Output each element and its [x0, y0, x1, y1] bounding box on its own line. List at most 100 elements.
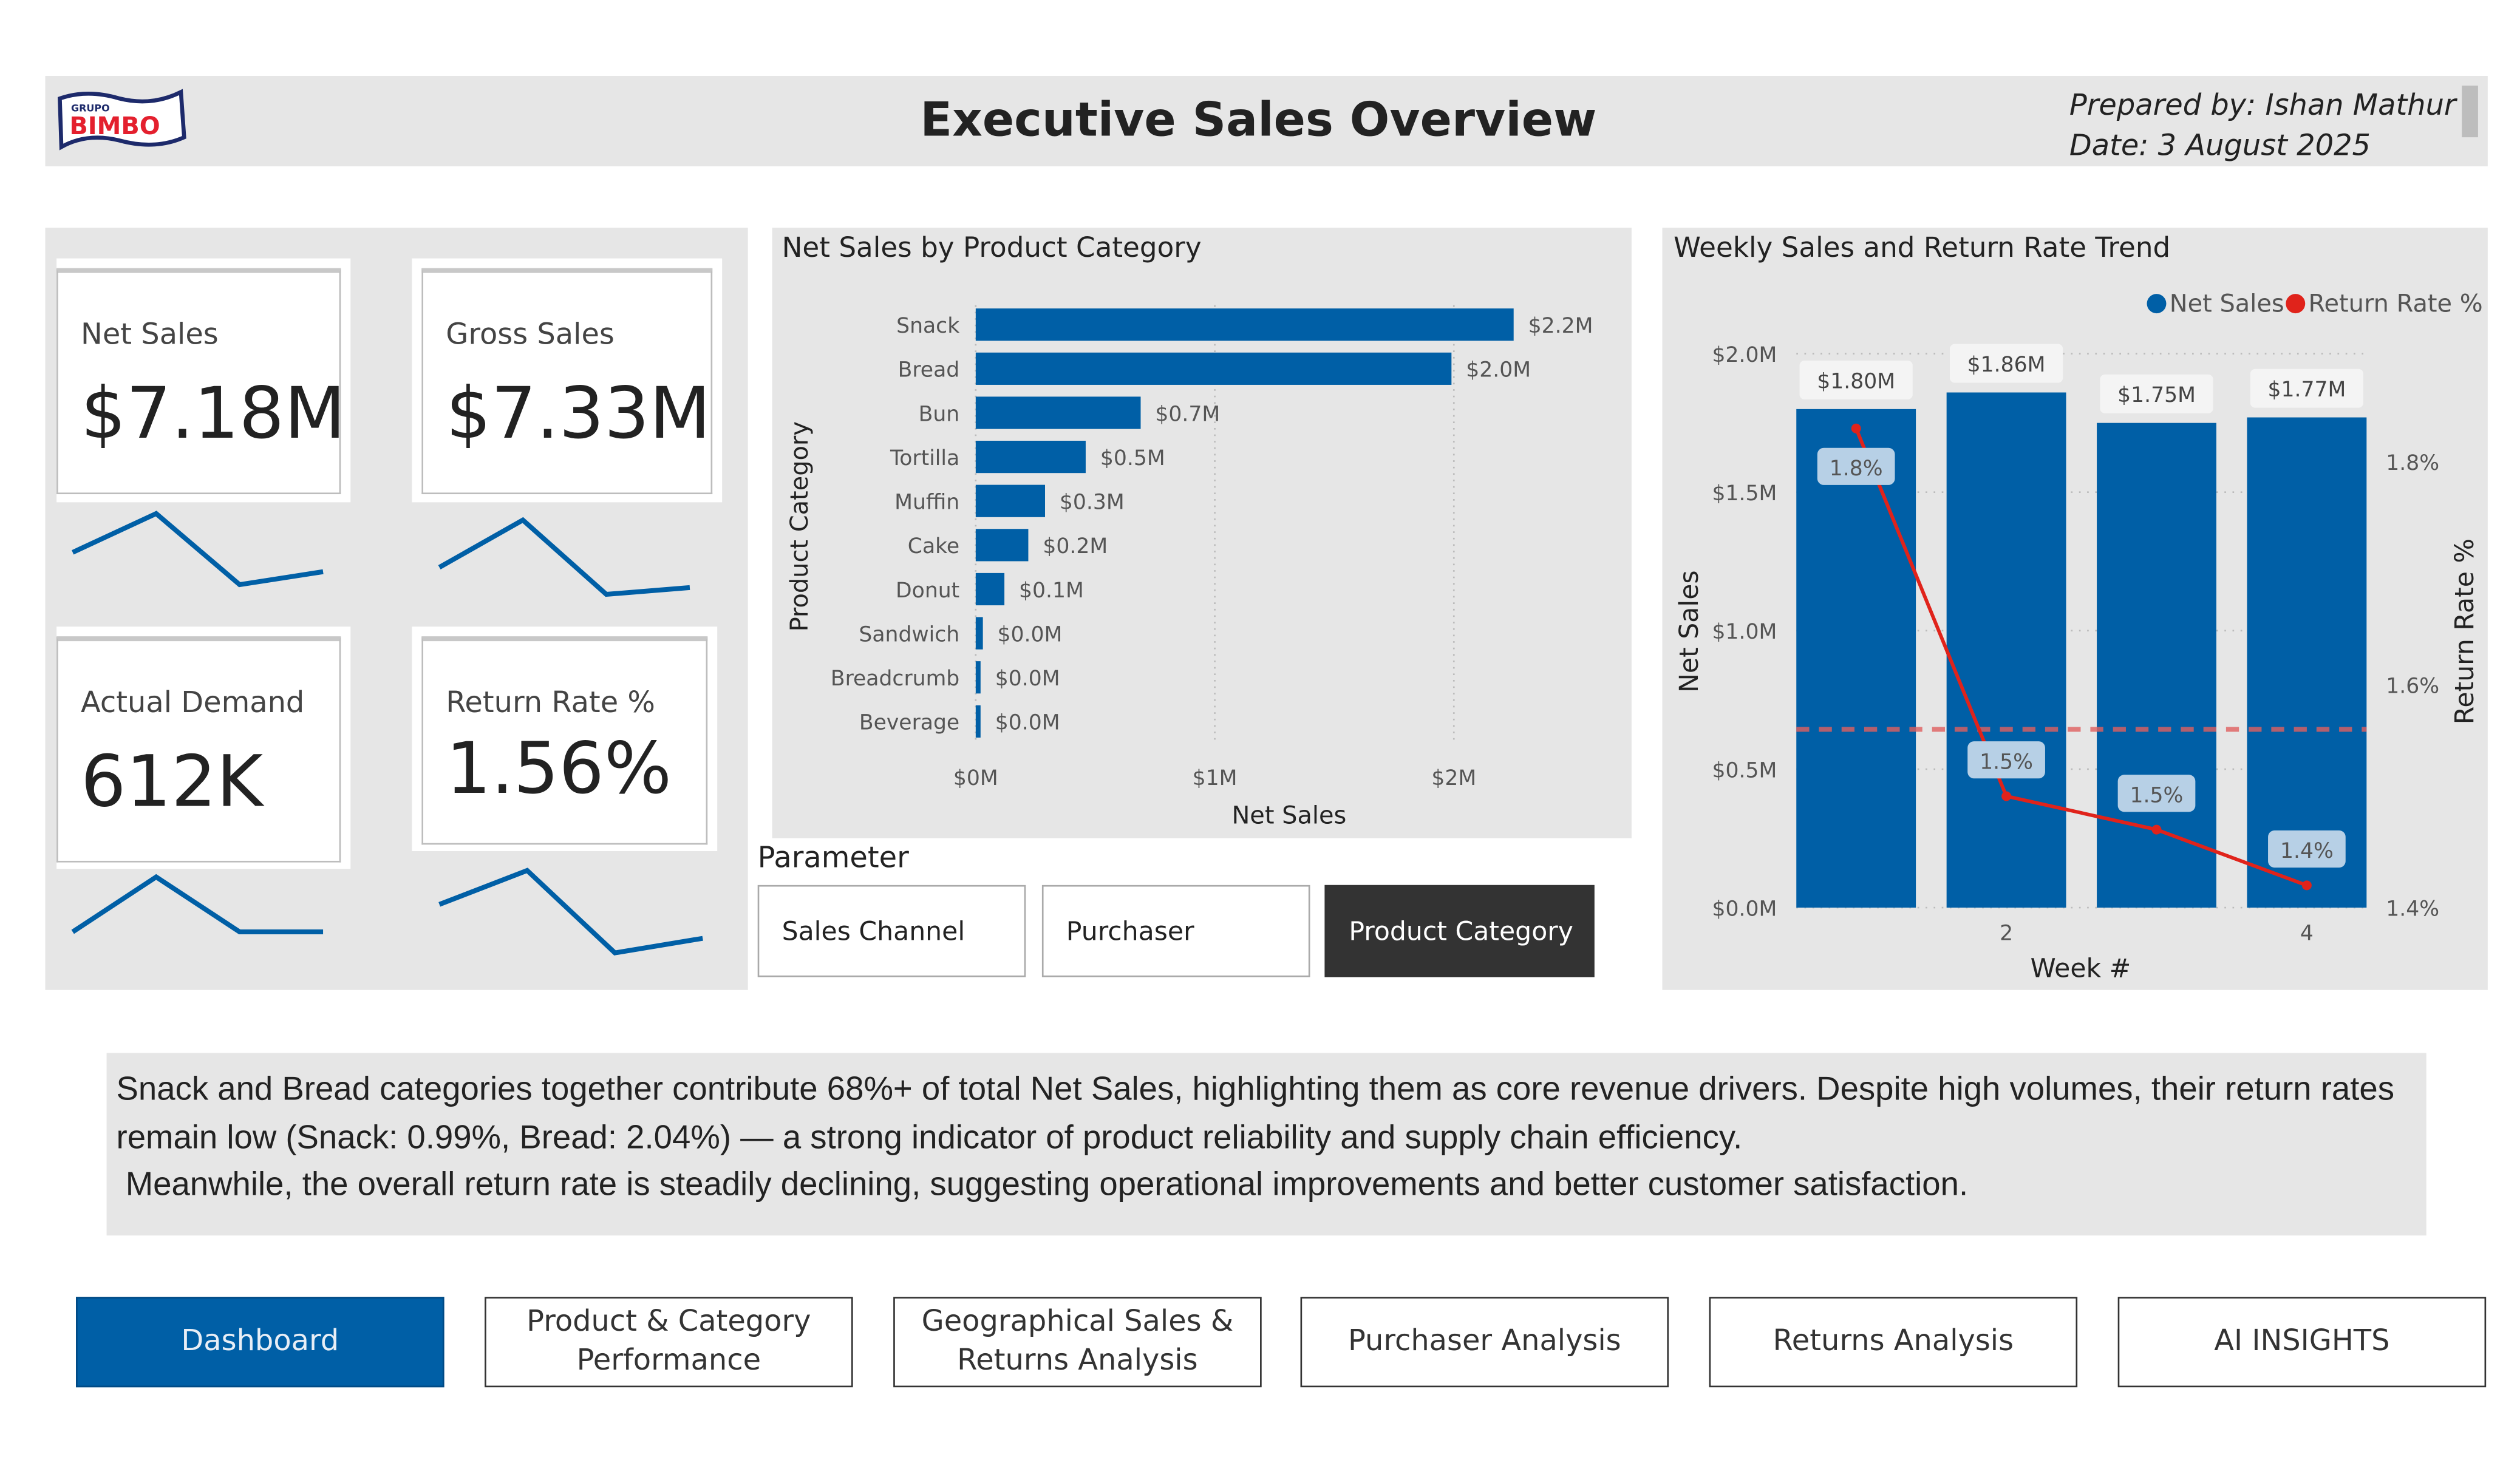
category-label: Snack [896, 314, 959, 338]
bar-week-2 [1946, 392, 2066, 908]
scrollbar[interactable] [2462, 85, 2478, 138]
nav-returns-analysis[interactable]: Returns Analysis [1709, 1297, 2078, 1388]
kpi-value: $7.33M [446, 373, 711, 456]
bar-donut [975, 572, 1005, 606]
bar-week-3 [2097, 423, 2216, 908]
svg-text:BIMBO: BIMBO [69, 112, 160, 140]
rate-label: 1.8% [1830, 457, 1883, 481]
y-tick-label: $2.0M [1712, 343, 1777, 367]
return-rate-point [2001, 791, 2012, 801]
data-label-bg [2100, 374, 2213, 413]
chart-title: Net Sales by Product Category [782, 233, 1202, 265]
category-label: Breadcrumb [831, 667, 959, 691]
y-tick-label: $1.5M [1712, 481, 1777, 506]
bar-week-4 [2247, 417, 2367, 908]
bar-beverage [975, 705, 981, 738]
data-label: $0.2M [1043, 534, 1108, 559]
x-tick-label: 4 [2300, 921, 2314, 945]
y2-tick-label: 1.4% [2386, 897, 2439, 921]
rate-label-bg [2268, 830, 2346, 868]
category-label: Bun [919, 402, 960, 426]
y2-axis-title: Return Rate % [2450, 538, 2480, 724]
grupo-bimbo-logo: GRUPO BIMBO [58, 89, 186, 151]
x-tick-label: $0M [953, 766, 998, 790]
data-label: $0.5M [1100, 446, 1165, 470]
kpi-label: Net Sales [81, 318, 219, 352]
kpi-card-net-sales: Net Sales $7.18M [56, 258, 351, 503]
nav-purchaser-analysis[interactable]: Purchaser Analysis [1300, 1297, 1669, 1388]
bar-bread [975, 352, 1452, 385]
kpi-label: Return Rate % [446, 686, 655, 721]
y-axis-title: Net Sales [1674, 570, 1704, 692]
parameter-sales-channel[interactable]: Sales Channel [757, 885, 1026, 977]
nav-geographical-sales-returns[interactable]: Geographical Sales & Returns Analysis [893, 1297, 1262, 1388]
sparkline-0 [72, 511, 324, 588]
x-tick-label: 2 [2000, 921, 2013, 945]
return-rate-line [1854, 427, 2307, 888]
data-label: $2.0M [1466, 358, 1531, 382]
insight-summary: Snack and Bread categories together cont… [106, 1053, 2426, 1236]
kpi-label: Actual Demand [81, 686, 305, 721]
summary-paragraph-2: Meanwhile, the overall return rate is st… [116, 1166, 1969, 1203]
rate-label-bg [1817, 447, 1895, 485]
y2-tick-label: 1.8% [2386, 451, 2439, 475]
nav-ai-insights[interactable]: AI INSIGHTS [2117, 1297, 2487, 1388]
page-title: Executive Sales Overview [920, 92, 1597, 148]
data-label: $1.77M [2267, 378, 2346, 402]
header-bar: GRUPO BIMBO Executive Sales Overview Pre… [45, 76, 2488, 167]
data-label: $0.3M [1060, 491, 1125, 515]
category-label: Beverage [859, 711, 959, 735]
sparkline-3 [438, 868, 703, 956]
bar-muffin [975, 484, 1046, 517]
return-rate-point [1851, 423, 1861, 433]
report-date: Date: 3 August 2025 [2069, 129, 2371, 163]
kpi-label: Gross Sales [446, 318, 615, 352]
data-label: $0.0M [995, 711, 1060, 735]
category-label: Cake [908, 534, 959, 559]
sparkline-1 [438, 517, 690, 597]
x-tick-label: $2M [1431, 766, 1476, 790]
kpi-value: 1.56% [446, 728, 672, 811]
category-label: Donut [896, 579, 959, 603]
data-label: $1.75M [2117, 383, 2196, 407]
legend-net-sales: Net Sales [2170, 290, 2284, 318]
y2-tick-label: 1.6% [2386, 674, 2439, 698]
return-rate-point [2301, 880, 2312, 891]
x-axis-title: Net Sales [1231, 802, 1346, 830]
chart-title: Weekly Sales and Return Rate Trend [1674, 233, 2171, 265]
bar-sandwich [975, 617, 983, 650]
bar-snack [975, 308, 1514, 341]
rate-label: 1.4% [2280, 839, 2334, 863]
svg-text:GRUPO: GRUPO [71, 103, 110, 114]
legend-return-rate-icon [2286, 294, 2306, 314]
weekly-trend-chart: $0.0M $0.5M $1.0M $1.5M $2.0M 1.4% 1.6% 1.8% $1.… [1674, 290, 2483, 983]
legend-net-sales-icon [2147, 294, 2167, 314]
nav-product-category-performance[interactable]: Product & Category Performance [485, 1297, 853, 1388]
category-label: Sandwich [859, 622, 959, 647]
parameter-purchaser[interactable]: Purchaser [1041, 885, 1310, 977]
bar-week-1 [1796, 409, 1916, 908]
data-label-bg [1799, 361, 1913, 399]
nav-dashboard[interactable]: Dashboard [76, 1297, 444, 1388]
bar-cake [975, 529, 1029, 562]
kpi-value: 612K [81, 741, 264, 824]
kpi-card-actual-demand: Actual Demand 612K [56, 627, 351, 869]
return-rate-point [2151, 824, 2162, 835]
summary-paragraph-1: Snack and Bread categories together cont… [116, 1070, 2394, 1156]
sparkline-2 [71, 874, 324, 934]
data-label: $2.2M [1528, 314, 1593, 338]
y-tick-label: $0.5M [1712, 758, 1777, 783]
category-label: Tortilla [890, 446, 959, 470]
kpi-sparklines [71, 511, 703, 956]
kpi-card-return-rate: Return Rate % 1.56% [412, 627, 718, 851]
kpi-value: $7.18M [81, 373, 346, 456]
legend-return-rate: Return Rate % [2309, 290, 2483, 318]
data-label: $1.80M [1817, 369, 1895, 393]
data-label-bg [1949, 344, 2063, 383]
y-tick-label: $0.0M [1712, 897, 1777, 921]
x-axis-title: Week # [2031, 953, 2131, 983]
rate-label-bg [2117, 775, 2196, 812]
bar-tortilla [975, 440, 1086, 474]
rate-label-bg [1967, 741, 2045, 779]
parameter-product-category[interactable]: Product Category [1324, 885, 1595, 977]
